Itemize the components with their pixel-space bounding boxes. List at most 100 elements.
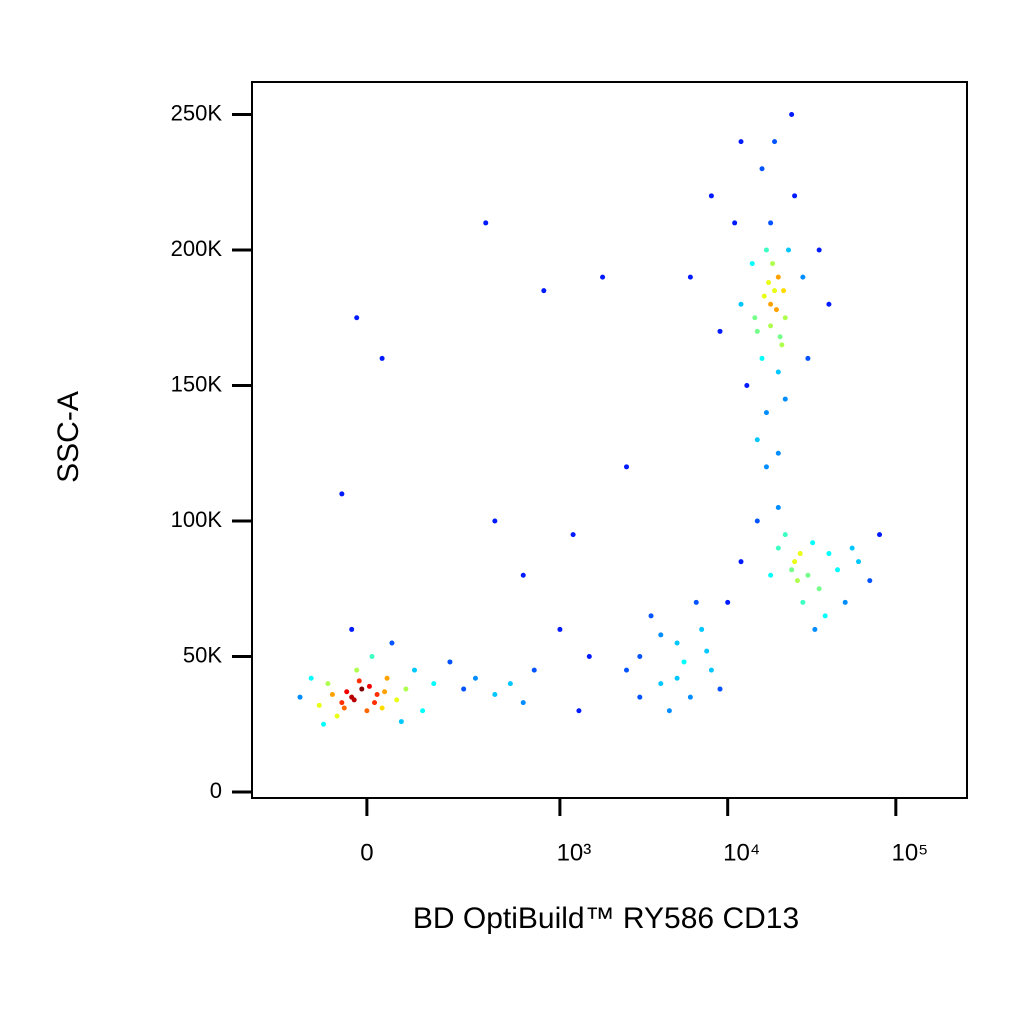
event-dot — [812, 626, 818, 632]
event-dot — [867, 578, 873, 584]
x-tick-label: 0 — [360, 839, 373, 866]
y-tick-label: 0 — [210, 778, 222, 803]
event-dot — [800, 599, 806, 605]
event-dot — [782, 396, 788, 402]
event-dot — [492, 518, 498, 524]
event-dot — [658, 681, 664, 687]
x-axis-label: BD OptiBuild™ RY586 CD13 — [413, 902, 799, 935]
event-dot — [759, 166, 765, 172]
y-tick-label: 150K — [171, 371, 223, 396]
event-dot — [624, 464, 630, 470]
event-dot — [744, 383, 750, 389]
event-dot — [403, 686, 409, 692]
event-dot — [781, 288, 787, 294]
event-dot — [394, 697, 400, 703]
event-dot — [754, 518, 760, 524]
event-dot — [382, 689, 388, 695]
event-dot — [738, 301, 744, 307]
event-dot — [773, 307, 779, 313]
event-dot — [877, 532, 883, 538]
event-dot — [570, 532, 576, 538]
event-dot — [738, 559, 744, 565]
event-dot — [339, 491, 345, 497]
x-tick-label: 10⁴ — [723, 839, 760, 866]
event-dot — [624, 667, 630, 673]
event-dot — [637, 654, 643, 660]
event-dot — [775, 369, 781, 375]
event-dot — [761, 293, 767, 299]
event-dot — [316, 702, 322, 708]
event-dot — [351, 697, 357, 703]
event-dot — [586, 654, 592, 660]
event-dot — [800, 274, 806, 280]
event-dot — [763, 247, 769, 253]
event-dot — [461, 686, 467, 692]
event-dot — [775, 545, 781, 551]
event-dot — [749, 261, 755, 267]
y-tick-label: 100K — [171, 507, 223, 532]
event-dot — [777, 334, 783, 340]
event-dot — [763, 464, 769, 470]
event-dot — [768, 220, 774, 226]
event-dot — [717, 328, 723, 334]
event-dot — [666, 708, 672, 714]
event-dot — [775, 450, 781, 456]
event-dot — [372, 700, 378, 706]
event-dot — [674, 640, 680, 646]
event-dot — [789, 567, 795, 573]
event-dot — [779, 342, 785, 348]
event-dot — [717, 686, 723, 692]
event-dot — [420, 708, 426, 714]
event-dot — [693, 599, 699, 605]
event-dot — [339, 700, 345, 706]
event-dot — [826, 301, 832, 307]
event-dot — [341, 705, 347, 711]
event-dot — [364, 708, 370, 714]
x-tick-label: 10³ — [557, 839, 592, 866]
event-dot — [674, 675, 680, 681]
event-dot — [379, 705, 385, 711]
event-dot — [810, 540, 816, 546]
event-dot — [772, 139, 778, 145]
event-dot — [794, 578, 800, 584]
event-dot — [359, 686, 365, 692]
event-dot — [759, 355, 765, 361]
event-dot — [797, 551, 803, 557]
event-dot — [356, 678, 362, 684]
event-dot — [398, 719, 404, 725]
event-dot — [308, 675, 314, 681]
x-tick-label: 10⁵ — [892, 839, 929, 866]
event-dot — [354, 667, 360, 673]
event-dot — [472, 675, 478, 681]
event-dot — [766, 280, 772, 286]
event-dot — [374, 691, 380, 697]
event-dot — [334, 713, 340, 719]
event-dot — [792, 193, 798, 199]
event-dot — [770, 261, 776, 267]
event-dot — [842, 599, 848, 605]
event-dot — [754, 328, 760, 334]
event-dot — [786, 247, 792, 253]
event-dot — [541, 288, 547, 294]
event-dot — [687, 694, 693, 700]
event-dot — [557, 626, 563, 632]
event-dot — [782, 315, 788, 321]
event-dot — [366, 683, 372, 689]
event-dot — [708, 667, 714, 673]
event-dot — [708, 193, 714, 199]
event-dot — [447, 659, 453, 665]
event-dot — [805, 572, 811, 578]
event-dot — [431, 681, 437, 687]
event-dot — [492, 691, 498, 697]
event-dot — [768, 323, 774, 329]
event-dot — [789, 112, 795, 118]
event-dot — [805, 355, 811, 361]
event-dot — [754, 437, 760, 443]
event-dot — [321, 721, 327, 727]
event-dot — [600, 274, 606, 280]
event-dot — [732, 220, 738, 226]
event-dot — [792, 559, 798, 565]
event-dot — [826, 551, 832, 557]
event-dot — [637, 694, 643, 700]
